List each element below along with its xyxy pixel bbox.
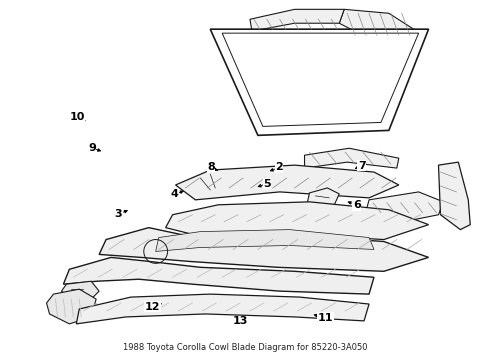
Polygon shape xyxy=(308,188,339,207)
Polygon shape xyxy=(210,29,429,135)
Polygon shape xyxy=(222,33,418,126)
Polygon shape xyxy=(166,202,429,239)
Text: 1988 Toyota Corolla Cowl Blade Diagram for 85220-3A050: 1988 Toyota Corolla Cowl Blade Diagram f… xyxy=(123,343,367,352)
Text: 7: 7 xyxy=(358,161,366,171)
Text: 9: 9 xyxy=(88,143,96,153)
Polygon shape xyxy=(47,289,96,324)
Text: 6: 6 xyxy=(353,200,361,210)
Polygon shape xyxy=(305,148,399,168)
Text: 11: 11 xyxy=(318,312,333,323)
Polygon shape xyxy=(175,165,399,200)
Polygon shape xyxy=(339,9,414,39)
Polygon shape xyxy=(63,257,374,294)
Polygon shape xyxy=(76,294,369,324)
Polygon shape xyxy=(156,230,374,251)
Text: 13: 13 xyxy=(232,316,248,326)
Polygon shape xyxy=(439,162,470,230)
Polygon shape xyxy=(99,228,429,271)
Polygon shape xyxy=(189,170,228,196)
Text: 12: 12 xyxy=(145,302,160,312)
Polygon shape xyxy=(61,281,99,301)
Polygon shape xyxy=(250,9,344,31)
Text: 10: 10 xyxy=(70,112,85,122)
Text: 3: 3 xyxy=(115,209,122,219)
Text: 5: 5 xyxy=(263,179,270,189)
Text: 2: 2 xyxy=(275,162,283,172)
Polygon shape xyxy=(365,192,443,220)
Text: 4: 4 xyxy=(171,189,178,199)
Text: 8: 8 xyxy=(207,162,215,172)
